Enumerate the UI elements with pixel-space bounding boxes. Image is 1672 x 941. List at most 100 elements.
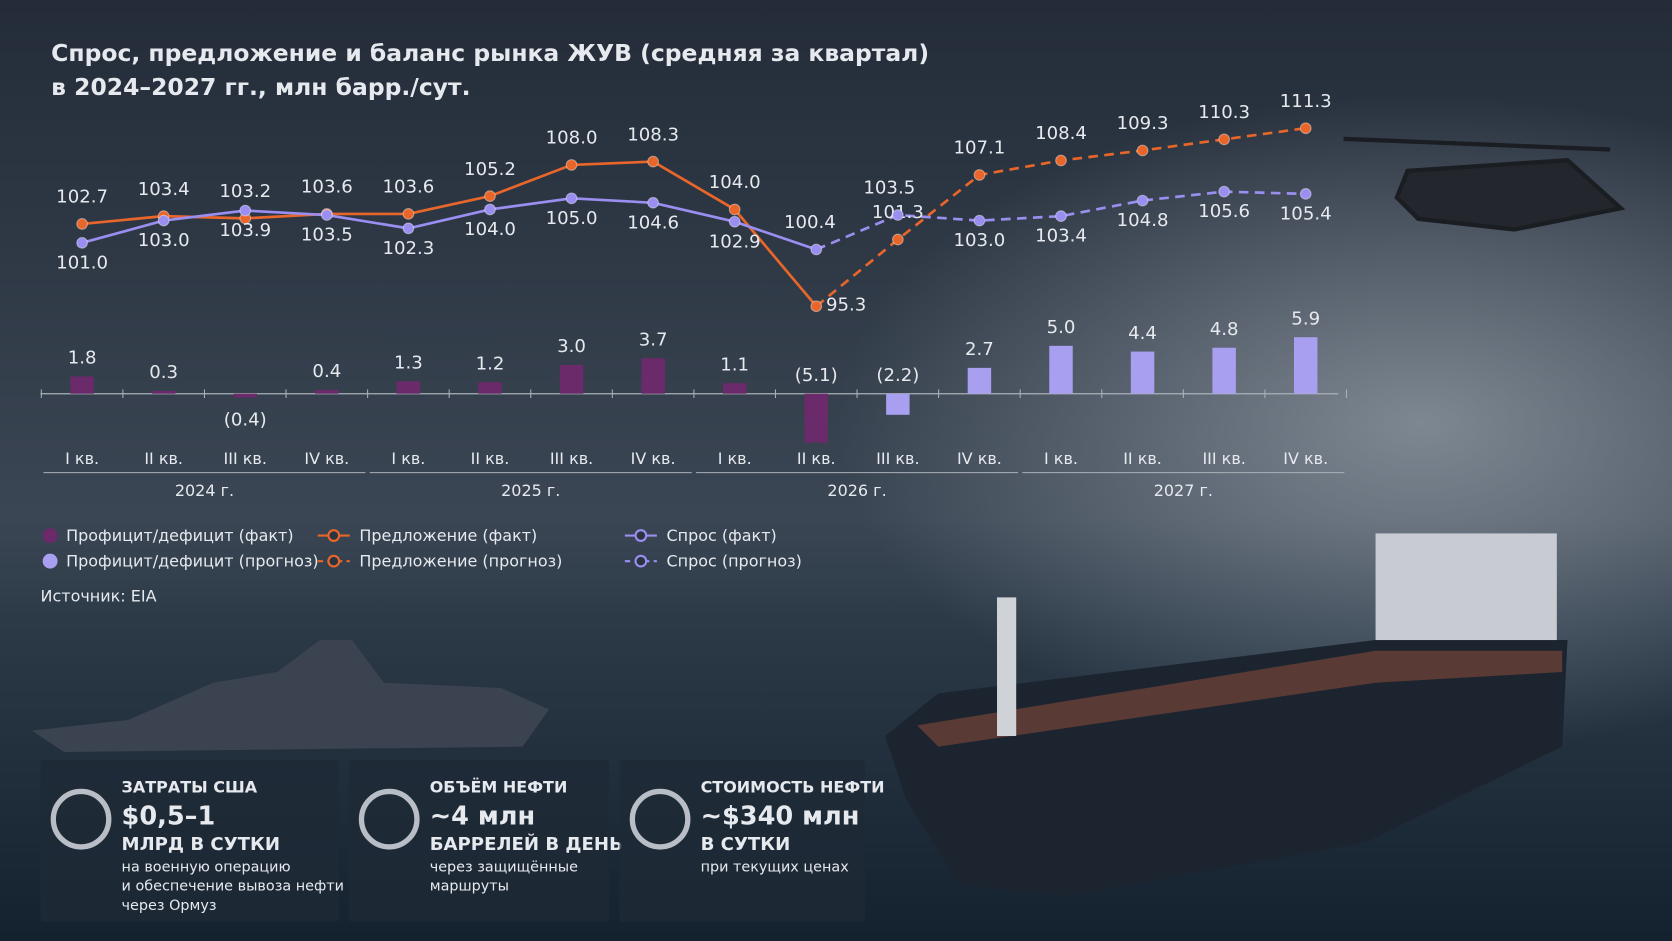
line-value-label: 105.0	[546, 208, 598, 229]
bar-value-label: 1.3	[394, 352, 423, 373]
line-point	[1136, 194, 1149, 207]
line-point	[320, 209, 333, 221]
bar	[722, 383, 747, 394]
x-tick-label: IV кв.	[1283, 449, 1328, 468]
bar-value-label: 0.4	[312, 361, 341, 382]
bar	[559, 364, 584, 394]
line-value-label: 104.0	[709, 172, 761, 193]
line-value-label: 102.9	[709, 231, 761, 252]
line-value-label: 103.9	[219, 220, 271, 241]
line-value-label: 100.4	[784, 212, 836, 233]
x-tick-label: I кв.	[391, 449, 425, 468]
line-point	[1055, 154, 1067, 167]
line-value-label: 105.4	[1280, 203, 1332, 224]
x-tick-label: IV кв.	[631, 449, 676, 468]
legend-label: Предложение (прогноз)	[359, 551, 562, 570]
x-tick-label: IV кв.	[957, 449, 1002, 468]
card-title: ЗАТРАТЫ США	[122, 778, 258, 797]
bar	[151, 390, 176, 394]
year-label: 2024 г.	[175, 481, 234, 500]
chart-subtitle: в 2024–2027 гг., млн барр./сут.	[51, 73, 470, 101]
x-tick-label: II кв.	[144, 449, 183, 468]
x-tick-label: I кв.	[718, 449, 752, 468]
bar	[233, 393, 257, 398]
x-tick-label: II кв.	[1123, 449, 1162, 468]
bar	[315, 389, 339, 394]
line-value-label: 110.3	[1198, 102, 1250, 123]
line-point	[565, 192, 578, 205]
line-value-label: 105.6	[1198, 201, 1250, 222]
line-value-label: 107.1	[953, 138, 1005, 159]
line-value-label: 103.5	[863, 178, 915, 199]
line-value-label: 108.0	[546, 128, 598, 149]
line-point	[647, 155, 659, 168]
line-point	[484, 190, 496, 202]
line-series	[81, 196, 817, 251]
ships	[31, 136, 1626, 896]
line-point	[1055, 210, 1067, 222]
bar-value-label: 4.8	[1210, 319, 1239, 340]
card-title: СТОИМОСТЬ НЕФТИ	[701, 778, 885, 797]
line-value-label: 104.0	[464, 219, 516, 240]
line-point	[76, 236, 88, 249]
x-tick-label: III кв.	[1202, 449, 1245, 468]
bar-value-label: 3.0	[557, 336, 586, 357]
card-title: ОБЪЁМ НЕФТИ	[430, 778, 568, 797]
bar	[70, 376, 94, 394]
line-point	[973, 214, 986, 227]
line-value-label: 103.6	[301, 177, 353, 198]
card-unit: В СУТКИ	[701, 834, 791, 855]
line-value-label: 103.6	[382, 177, 434, 198]
line-value-label: 103.4	[1035, 226, 1087, 247]
card-icon	[358, 788, 420, 850]
x-tick-label: III кв.	[224, 449, 267, 468]
bar	[641, 358, 665, 394]
line-value-label: 95.3	[826, 295, 866, 316]
line-value-label: 109.3	[1117, 113, 1169, 134]
line-value-label: 103.0	[953, 230, 1005, 251]
bar-value-label: 0.3	[149, 362, 178, 383]
card-bg	[40, 759, 340, 922]
legend-swatch	[42, 528, 58, 544]
line-value-label: 103.5	[301, 225, 353, 246]
line-value-label: 103.4	[138, 179, 190, 200]
line-point	[402, 208, 415, 220]
bar-value-label: 1.1	[720, 354, 749, 375]
card-unit: БАРРЕЛЕЙ В ДЕНЬ	[430, 833, 623, 855]
legend-swatch	[42, 553, 58, 569]
card-value: $0,5–1	[122, 802, 216, 832]
year-label: 2026 г.	[827, 481, 886, 500]
line-value-label: 104.6	[627, 212, 679, 233]
line-value-label: 101.0	[56, 252, 108, 273]
line-value-label: 111.3	[1280, 91, 1332, 112]
bar-value-label: 3.7	[639, 329, 668, 350]
bar-value-label: (5.1)	[795, 365, 838, 386]
line-point	[76, 218, 88, 230]
bar-value-label: 5.0	[1047, 317, 1076, 338]
legend-swatch	[327, 554, 341, 568]
line-point	[810, 243, 823, 256]
line-point	[1218, 133, 1231, 146]
line-point	[402, 222, 415, 235]
x-tick-label: II кв.	[471, 449, 510, 468]
bar-value-label: 4.4	[1128, 323, 1157, 344]
line-value-label: 104.8	[1117, 210, 1169, 231]
legend-label: Предложение (факт)	[359, 526, 537, 545]
legend-label: Профицит/дефицит (прогноз)	[66, 551, 319, 570]
line-point	[1218, 185, 1231, 198]
line-series	[81, 160, 818, 308]
line-point	[810, 300, 823, 313]
line-value-label: 103.2	[219, 181, 271, 202]
bar-value-label: (0.4)	[224, 410, 267, 431]
line-value-label: 102.7	[56, 187, 108, 208]
card-text: через Ормуз	[122, 898, 217, 914]
line-value-label: 103.0	[138, 230, 190, 251]
bar-value-label: 1.8	[68, 348, 97, 369]
card-bg	[348, 759, 609, 922]
bar-value-label: 1.2	[476, 353, 505, 374]
line-point	[891, 209, 904, 221]
